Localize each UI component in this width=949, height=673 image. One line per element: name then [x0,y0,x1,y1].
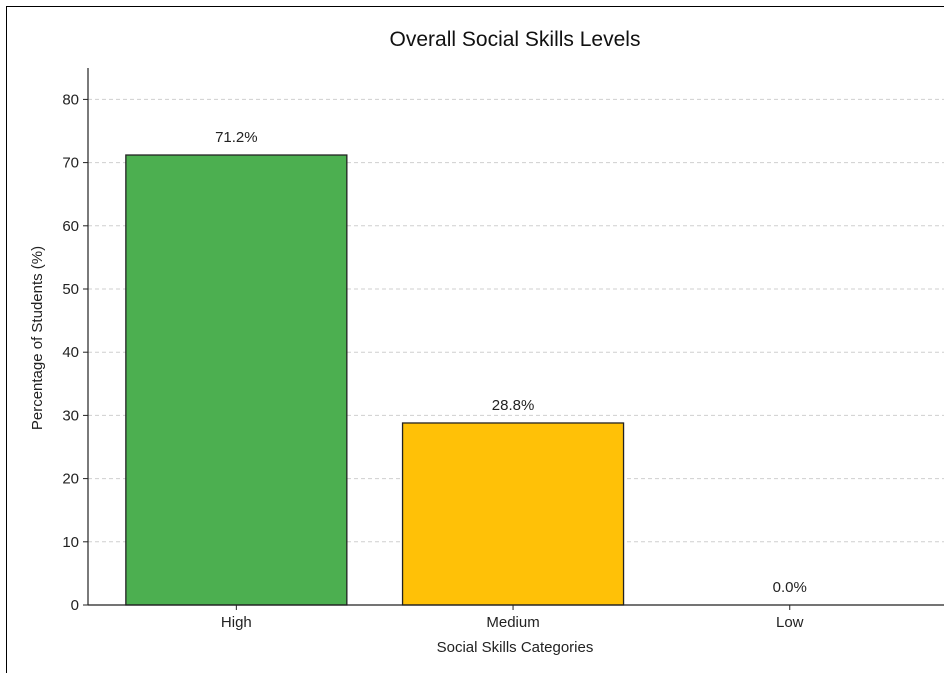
bars [125,154,625,606]
y-tick-labels: 0 10 20 30 40 50 60 70 80 [62,91,88,614]
chart-title: Overall Social Skills Levels [390,28,641,51]
bar-high [125,154,348,606]
y-tick-label: 40 [62,344,79,361]
axes [87,68,944,606]
x-tick-label: High [221,614,252,631]
y-tick-label: 50 [62,281,79,298]
y-tick-label: 80 [62,91,79,108]
y-tick-label: 30 [62,407,79,424]
y-tick-label: 20 [62,471,79,488]
x-tick-label: Low [776,614,804,631]
y-tick-label: 0 [71,597,79,614]
value-label-medium: 28.8% [492,397,535,414]
value-labels: 71.2% 28.8% 0.0% [215,129,807,596]
bar-medium [401,422,625,606]
y-tick-label: 10 [62,534,79,551]
image-border-top [6,6,944,7]
y-tick-label: 60 [62,218,79,235]
x-tick-label: Medium [486,614,539,631]
x-tick-labels: High Medium Low [221,605,804,631]
x-axis-title: Social Skills Categories [437,639,594,656]
image-border-left [6,6,7,673]
value-label-low: 0.0% [773,579,807,596]
value-label-high: 71.2% [215,129,258,146]
y-axis-title: Percentage of Students (%) [29,246,46,430]
y-tick-label: 70 [62,155,79,172]
